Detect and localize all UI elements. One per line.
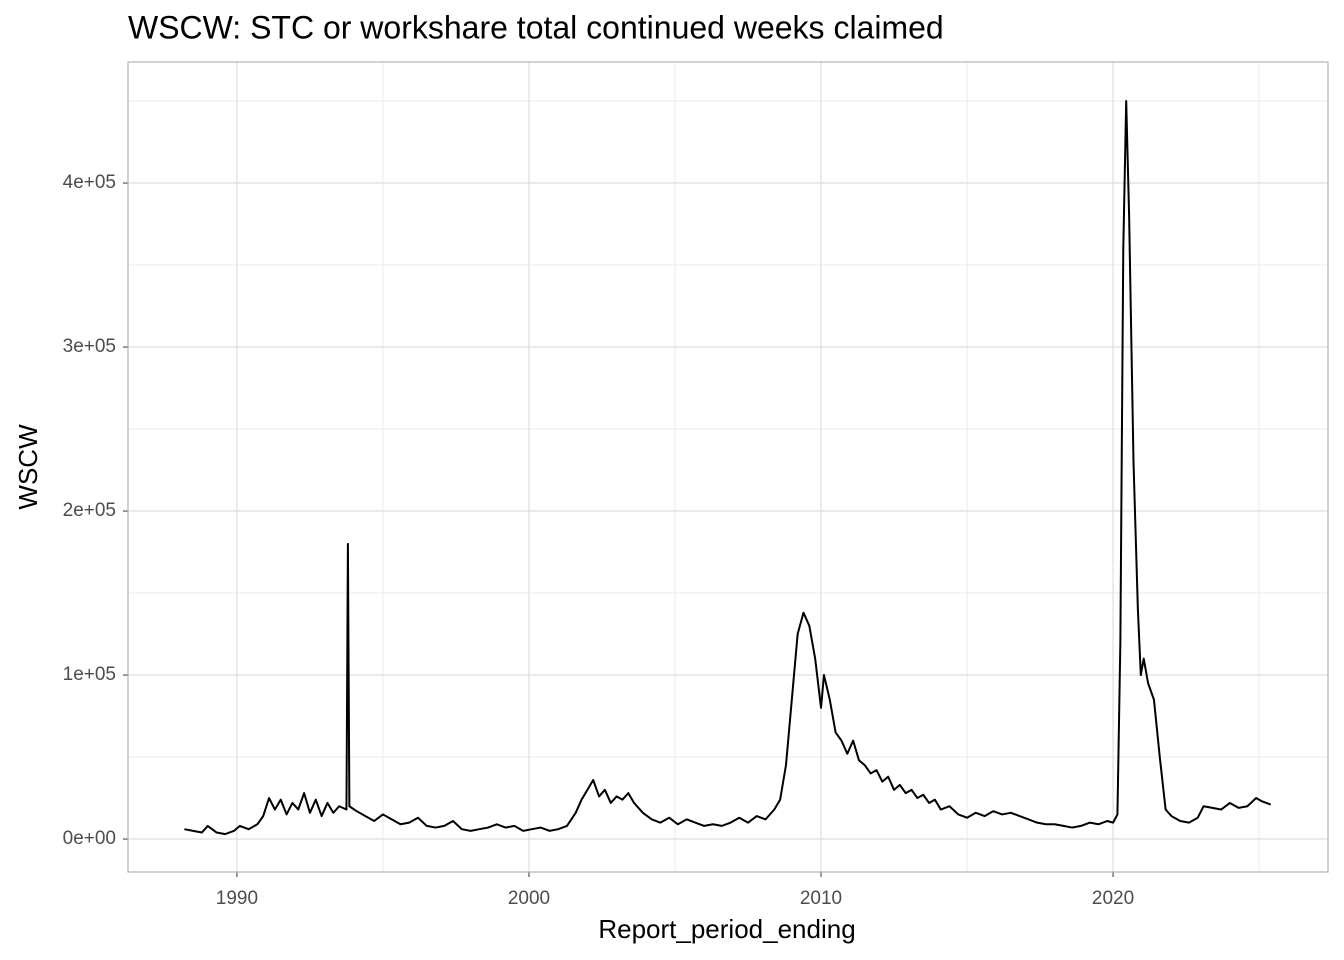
x-tick-label: 1990 — [216, 888, 258, 909]
x-tick-label: 2000 — [508, 888, 550, 909]
panel-border — [127, 61, 1329, 873]
y-tick-label: 4e+05 — [63, 172, 116, 193]
y-tick-label: 3e+05 — [63, 336, 116, 357]
x-tick-label: 2010 — [800, 888, 842, 909]
data-line — [184, 100, 1272, 836]
chart-title: WSCW: STC or workshare total continued w… — [128, 9, 944, 45]
x-tick-label: 2020 — [1092, 888, 1134, 909]
x-axis-title: Report_period_ending — [598, 914, 855, 944]
y-tick-label: 2e+05 — [63, 500, 116, 521]
y-tick-label: 1e+05 — [63, 664, 116, 685]
y-axis-title: WSCW — [13, 424, 43, 510]
y-tick-label: 0e+00 — [63, 828, 116, 849]
